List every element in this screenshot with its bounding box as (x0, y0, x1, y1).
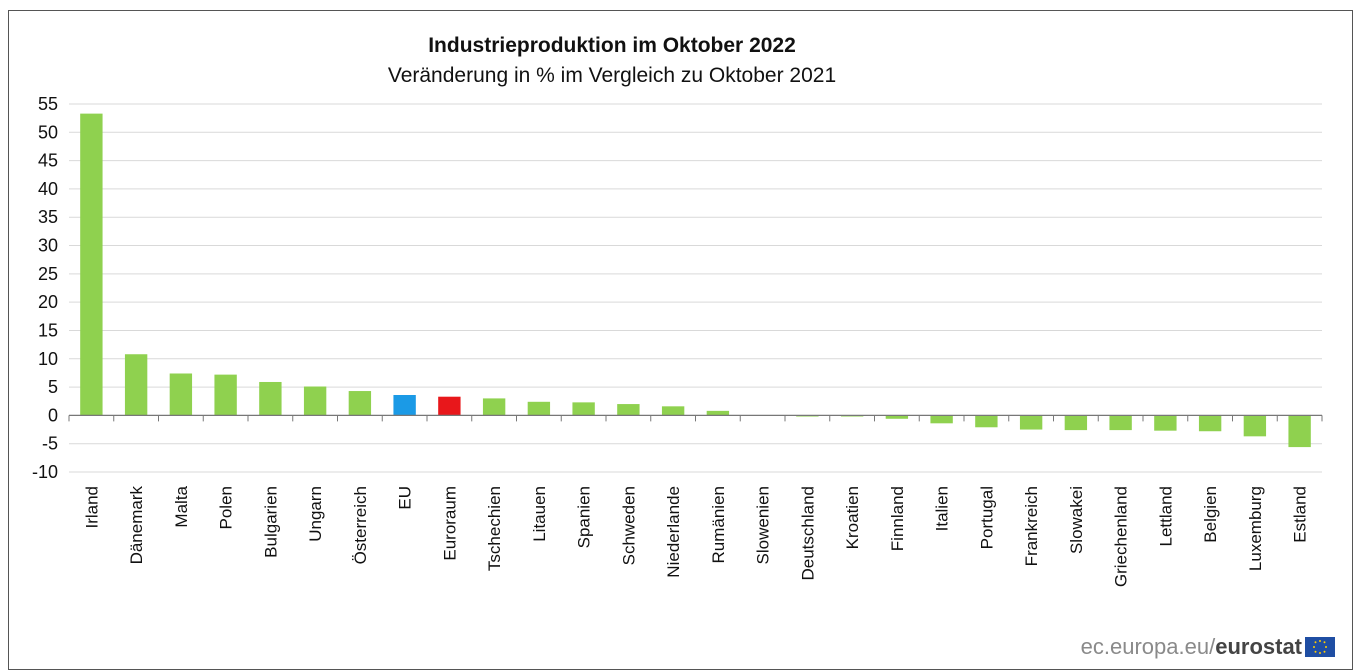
x-category-label: Rumänien (709, 486, 728, 564)
bar-belgien (1198, 415, 1222, 432)
source-footer: ec.europa.eu/eurostat (1081, 634, 1335, 660)
x-category-label: Euroraum (440, 486, 459, 561)
x-category-label: Österreich (351, 486, 370, 564)
bar-malta (169, 373, 193, 416)
bar-estland (1288, 415, 1311, 448)
source-text: ec.europa.eu/ (1080, 634, 1216, 659)
x-category-label: Portugal (977, 486, 996, 549)
y-tick-label: 30 (38, 236, 58, 256)
bar-bulgarien (259, 381, 282, 416)
y-tick-label: 55 (38, 94, 58, 114)
bar-italien (930, 415, 953, 424)
bar-frankreich (1019, 415, 1043, 430)
y-tick-label: 25 (38, 264, 58, 284)
bar-luxemburg (1243, 415, 1267, 437)
x-category-label: Finnland (888, 486, 907, 551)
bar-portugal (975, 415, 998, 428)
y-tick-label: 5 (48, 377, 58, 397)
bar-irland (80, 113, 103, 416)
bar-ungarn (303, 386, 327, 416)
brand-text: eurostat (1215, 634, 1302, 659)
x-category-label: Deutschland (798, 486, 817, 581)
x-category-label: Slowakei (1067, 486, 1086, 554)
bar-litauen (527, 401, 551, 416)
x-category-label: Schweden (619, 486, 638, 565)
x-category-label: Tschechien (485, 486, 504, 571)
x-category-label: Litauen (530, 486, 549, 542)
x-category-label: Luxemburg (1246, 486, 1265, 571)
x-category-label: Polen (217, 486, 236, 529)
y-tick-label: 10 (38, 349, 58, 369)
x-category-label: Kroatien (843, 486, 862, 549)
x-category-label: Malta (172, 485, 191, 527)
bar-dänemark (124, 354, 148, 416)
x-category-label: Irland (82, 486, 101, 529)
chart-title: Industrieproduktion im Oktober 2022 (428, 34, 796, 57)
axes (68, 414, 1323, 422)
x-category-label: Griechenland (1112, 486, 1131, 587)
x-category-label: Frankreich (1022, 486, 1041, 566)
bar-polen (214, 374, 237, 416)
bar-rumänien (706, 410, 730, 416)
eu-flag-icon (1305, 637, 1335, 657)
x-category-label: Spanien (575, 486, 594, 548)
bar-eu (393, 395, 416, 416)
y-tick-label: 35 (38, 207, 58, 227)
bar-spanien (572, 402, 595, 416)
bar-finnland (885, 415, 909, 419)
x-category-label: Lettland (1156, 486, 1175, 547)
y-tick-label: 15 (38, 320, 58, 340)
y-tick-label: 45 (38, 151, 58, 171)
y-tick-label: -10 (32, 462, 58, 482)
x-category-label: Ungarn (306, 486, 325, 542)
x-category-label: Italien (933, 486, 952, 531)
bar-lettland (1154, 415, 1177, 431)
bar-niederlande (661, 406, 685, 416)
bar-euroraum (438, 396, 461, 416)
x-category-label: Slowenien (754, 486, 773, 564)
bars (80, 113, 1311, 448)
bar-schweden (617, 404, 640, 416)
x-category-label: Bulgarien (261, 486, 280, 558)
y-tick-label: 40 (38, 179, 58, 199)
chart-subtitle: Veränderung in % im Vergleich zu Oktober… (387, 64, 837, 87)
bar-slowakei (1064, 415, 1088, 431)
y-tick-label: 0 (48, 405, 58, 425)
y-tick-label: 50 (38, 122, 58, 142)
x-category-label: Estland (1291, 486, 1310, 543)
x-category-label: Dänemark (127, 486, 146, 565)
bar-tschechien (482, 398, 506, 416)
y-tick-label: 20 (38, 292, 58, 312)
x-category-label: EU (396, 486, 415, 510)
bar-österreich (348, 391, 372, 416)
y-tick-label: -5 (42, 434, 58, 454)
x-category-label: Belgien (1201, 486, 1220, 543)
x-category-label: Niederlande (664, 486, 683, 578)
gridlines (69, 103, 1322, 473)
bar-griechenland (1109, 415, 1132, 431)
